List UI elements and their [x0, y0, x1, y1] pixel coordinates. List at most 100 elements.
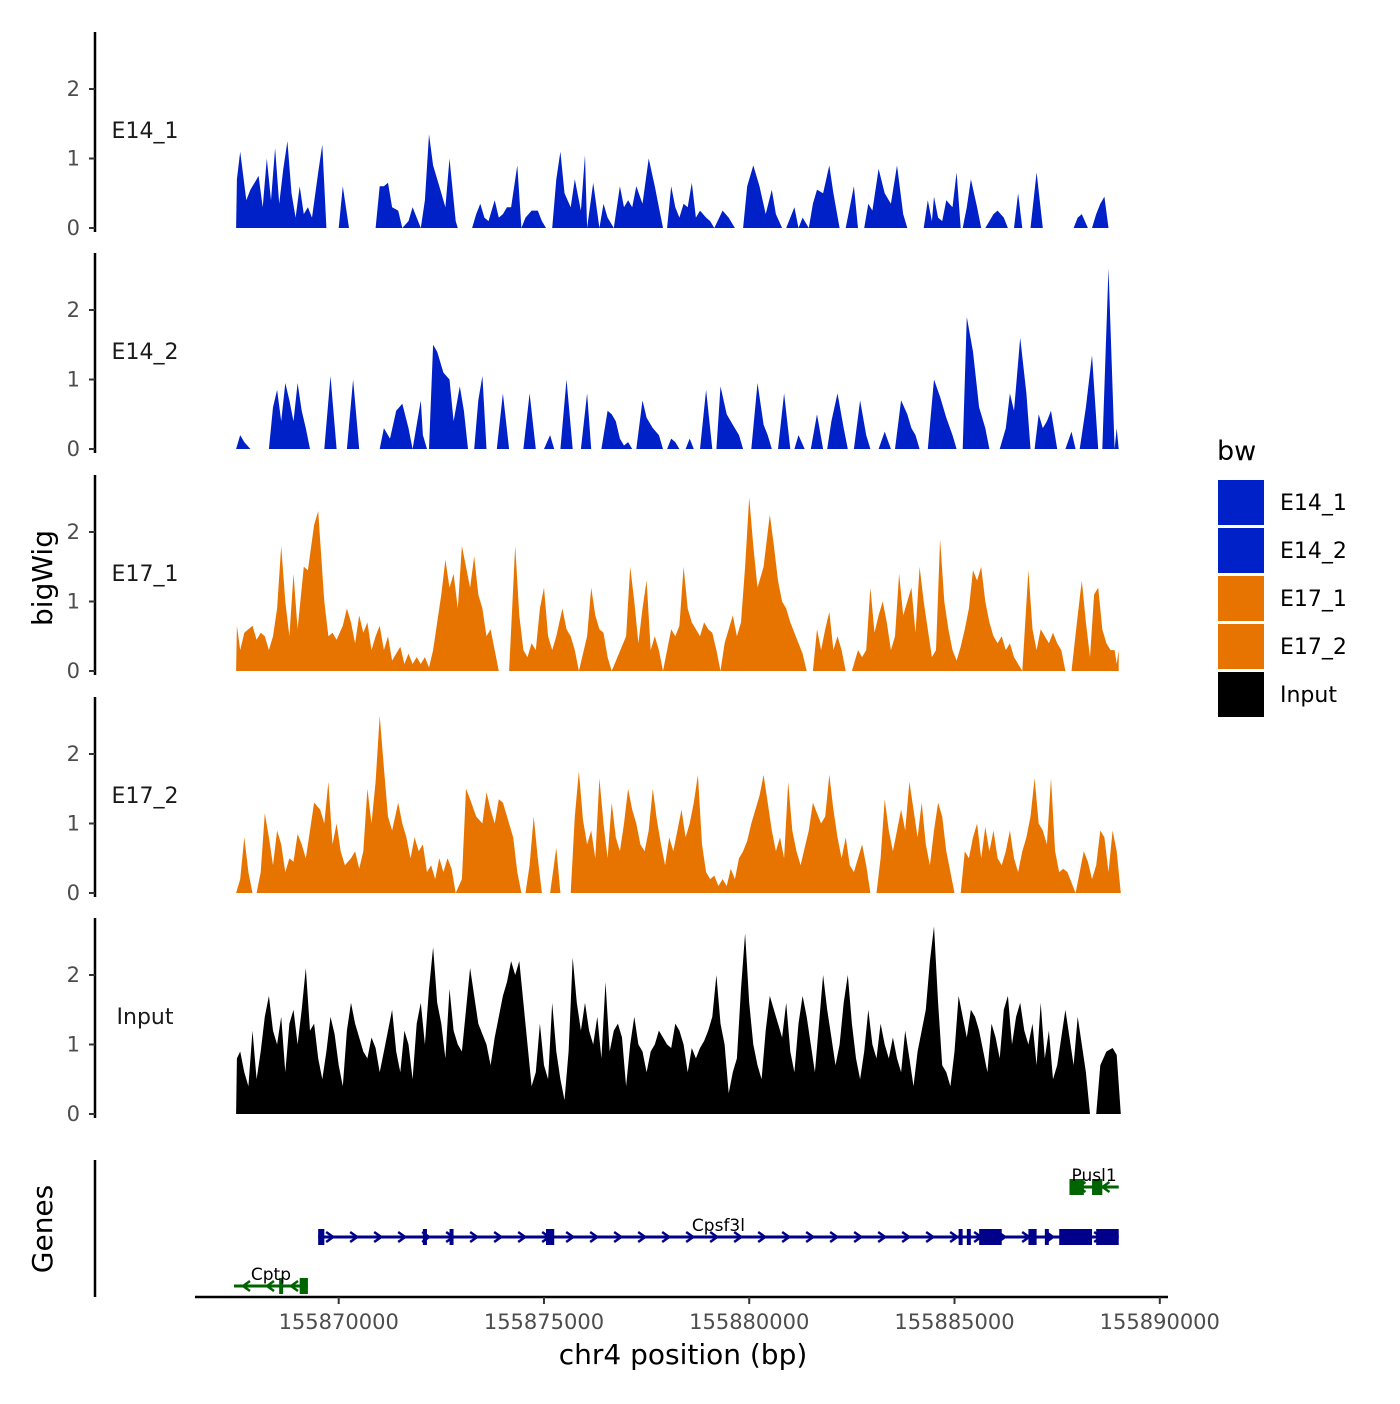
coverage-area-E17_2 — [236, 715, 1121, 893]
y-tick-label: 0 — [67, 437, 80, 461]
y-tick-label: 2 — [67, 963, 80, 987]
y-tick-label: 0 — [67, 881, 80, 905]
strand-arrow — [877, 1230, 888, 1244]
bigwig-tracks: 0 1 2 E14_1 0 1 2 E14_2 0 1 2 E17_1 0 1 2 E17_2 0 1 2 Input — [67, 32, 1121, 1126]
genes-panel: Pusl1 Cpsf3l Cptp — [93, 1160, 1119, 1297]
y-tick-label: 1 — [67, 368, 80, 392]
strand-arrow — [565, 1230, 576, 1244]
x-tick-label: 155885000 — [894, 1310, 1014, 1334]
legend-swatch-E17_2 — [1218, 624, 1264, 669]
gene-label: Cptp — [251, 1265, 291, 1285]
legend-title: bw — [1217, 436, 1256, 467]
gene-Cptp: Cptp — [234, 1265, 308, 1294]
y-tick-label: 0 — [67, 216, 80, 240]
x-tick-label: 155880000 — [689, 1310, 809, 1334]
legend-label-E14_1: E14_1 — [1280, 491, 1347, 516]
strand-arrow — [264, 1279, 275, 1293]
strand-arrow — [517, 1230, 528, 1244]
legend-swatch-E14_2 — [1218, 528, 1264, 573]
legend: bw E14_1 E14_2 E17_1 E17_2 Input — [1217, 436, 1347, 717]
track-label-E14_2: E14_2 — [112, 340, 179, 365]
x-tick-label: 155870000 — [279, 1310, 399, 1334]
exon — [449, 1229, 454, 1245]
legend-label-E14_2: E14_2 — [1280, 539, 1347, 564]
y-tick-label: 1 — [67, 812, 80, 836]
strand-arrow — [733, 1230, 744, 1244]
legend-label-E17_2: E17_2 — [1280, 635, 1347, 660]
strand-arrow — [493, 1230, 504, 1244]
strand-arrow — [637, 1230, 648, 1244]
legend-swatch-E14_1 — [1218, 480, 1264, 525]
coverage-area-Input — [236, 926, 1121, 1114]
track-label-E17_1: E17_1 — [112, 562, 179, 587]
strand-arrow — [901, 1230, 912, 1244]
legend-swatch-E17_1 — [1218, 576, 1264, 621]
strand-arrow — [589, 1230, 600, 1244]
y-axis-title: bigWig — [26, 530, 59, 626]
exon — [1059, 1229, 1093, 1245]
track-label-E14_1: E14_1 — [112, 119, 179, 144]
exon — [1096, 1229, 1119, 1245]
strand-arrow — [757, 1230, 768, 1244]
exon — [1044, 1229, 1049, 1245]
track-E14_2: 0 1 2 E14_2 — [67, 253, 1119, 461]
legend-label-Input: Input — [1280, 683, 1337, 708]
legend-label-E17_1: E17_1 — [1280, 587, 1347, 612]
x-axis: 155870000 155875000 155880000 155885000 1558… — [195, 1295, 1220, 1334]
exon — [318, 1229, 325, 1245]
track-E17_2: 0 1 2 E17_2 — [67, 697, 1121, 905]
strand-arrow — [925, 1230, 936, 1244]
gene-Pusl1: Pusl1 — [1069, 1166, 1119, 1195]
y-tick-label: 1 — [67, 590, 80, 614]
exon — [1092, 1179, 1103, 1195]
exon — [299, 1278, 308, 1294]
gene-Cpsf3l: Cpsf3l — [318, 1216, 1119, 1245]
strand-arrow — [805, 1230, 816, 1244]
y-tick-label: 2 — [67, 520, 80, 544]
x-axis-title: chr4 position (bp) — [559, 1338, 808, 1371]
coverage-area-E14_1 — [236, 134, 1109, 228]
exon — [958, 1229, 963, 1245]
strand-arrow — [373, 1230, 384, 1244]
exon — [1069, 1179, 1084, 1195]
gene-label: Pusl1 — [1072, 1166, 1117, 1186]
strand-arrow — [685, 1230, 696, 1244]
strand-arrow — [1100, 1180, 1111, 1194]
strand-arrow — [829, 1230, 840, 1244]
strand-arrow — [781, 1230, 792, 1244]
legend-swatch-Input — [1218, 672, 1264, 717]
coverage-area-E14_2 — [236, 268, 1119, 449]
strand-arrow — [397, 1230, 408, 1244]
x-tick-label: 155875000 — [484, 1310, 604, 1334]
track-label-E17_2: E17_2 — [112, 784, 179, 809]
strand-arrow — [613, 1230, 624, 1244]
strand-arrow — [661, 1230, 672, 1244]
exon — [1028, 1229, 1037, 1245]
y-tick-label: 0 — [67, 1102, 80, 1126]
exon — [966, 1229, 971, 1245]
genes-axis-title: Genes — [26, 1185, 59, 1273]
strand-arrow — [853, 1230, 864, 1244]
exon — [279, 1278, 284, 1294]
coverage-area-E17_1 — [236, 497, 1119, 671]
exon — [422, 1229, 427, 1245]
y-tick-label: 1 — [67, 1033, 80, 1057]
y-tick-label: 0 — [67, 659, 80, 683]
strand-arrow — [325, 1230, 336, 1244]
strand-arrow — [349, 1230, 360, 1244]
strand-arrow — [949, 1230, 960, 1244]
track-Input: 0 1 2 Input — [67, 918, 1121, 1126]
track-E17_1: 0 1 2 E17_1 — [67, 475, 1119, 683]
strand-arrow — [709, 1230, 720, 1244]
track-E14_1: 0 1 2 E14_1 — [67, 32, 1109, 240]
x-tick-label: 155890000 — [1100, 1310, 1220, 1334]
y-tick-label: 2 — [67, 742, 80, 766]
strand-arrow — [240, 1279, 251, 1293]
strand-arrow — [469, 1230, 480, 1244]
exon — [979, 1229, 1002, 1245]
exon — [546, 1229, 555, 1245]
strand-arrow — [288, 1279, 299, 1293]
y-tick-label: 1 — [67, 147, 80, 171]
